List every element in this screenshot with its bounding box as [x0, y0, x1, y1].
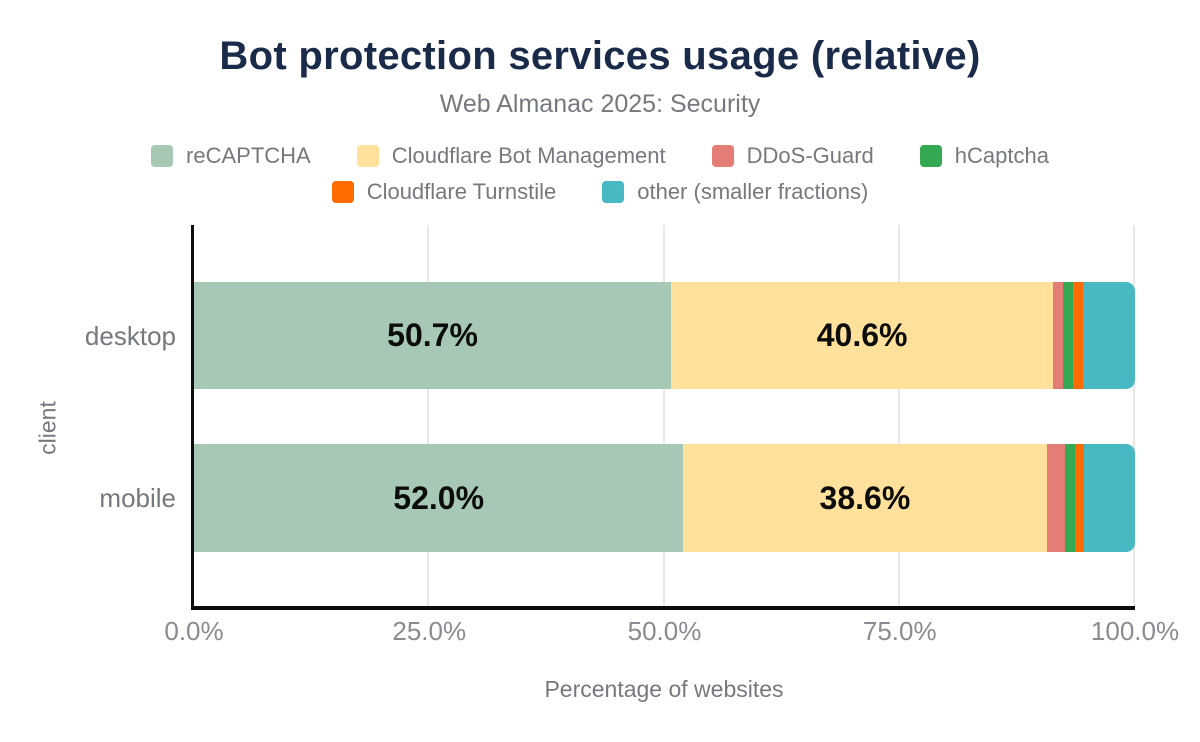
bar-segment-mobile-cloudflare-turnstile[interactable]	[1074, 444, 1085, 552]
bar-segment-desktop-other-smaller-fractions[interactable]	[1083, 282, 1135, 389]
legend-swatch-icon	[919, 145, 942, 167]
x-tick-label: 75.0%	[862, 616, 937, 646]
legend-item-ddos-guard[interactable]: DDoS-Guard	[711, 143, 874, 169]
legend-swatch-icon	[602, 181, 625, 203]
legend-item-other-smaller-fractions[interactable]: other (smaller fractions)	[602, 179, 868, 205]
legend-row: Cloudflare Turnstile other (smaller fract…	[331, 179, 868, 205]
x-axis-title: Percentage of websites	[544, 676, 784, 702]
legend-swatch-icon	[711, 145, 734, 167]
legend-item-label: hCaptcha	[954, 143, 1049, 168]
legend-item-label: DDoS-Guard	[746, 143, 874, 168]
y-category-label-desktop: desktop	[84, 321, 176, 351]
x-tick-label: 0.0%	[164, 616, 224, 646]
x-axis-line	[191, 606, 1135, 610]
bar-value-label: 40.6%	[816, 317, 908, 353]
bar-desktop: 50.7% 40.6%	[194, 282, 1135, 389]
legend-item-label: Cloudflare Turnstile	[366, 179, 557, 204]
legend-row: reCAPTCHA Cloudflare Bot Management DDoS-G…	[151, 143, 1049, 169]
x-tick-label: 25.0%	[392, 616, 467, 646]
gridline	[427, 225, 430, 606]
legend-swatch-icon	[151, 145, 174, 167]
bar-segment-mobile-other-smaller-fractions[interactable]	[1084, 444, 1135, 552]
bar-value-label: 38.6%	[819, 479, 911, 516]
gridline	[662, 225, 665, 606]
legend-item-hcaptcha[interactable]: hCaptcha	[919, 143, 1049, 169]
bar-segment-mobile-hcaptcha[interactable]	[1065, 444, 1075, 552]
legend-item-cloudflare-turnstile[interactable]: Cloudflare Turnstile	[331, 179, 557, 205]
bar-segment-desktop-ddos-guard[interactable]	[1053, 282, 1063, 389]
x-tick-label: 100.0%	[1090, 616, 1180, 646]
bar-segment-desktop-recaptcha[interactable]: 50.7%	[194, 282, 672, 389]
legend-swatch-icon	[331, 181, 354, 203]
bar-segment-mobile-cloudflare-bot-management[interactable]: 38.6%	[683, 444, 1047, 552]
gridline	[1133, 225, 1135, 606]
bar-segment-desktop-hcaptcha[interactable]	[1062, 282, 1073, 389]
bar-value-label: 50.7%	[387, 317, 478, 353]
plot-area: 50.7% 40.6% 52.0% 38.6%	[191, 225, 1135, 610]
chart-subtitle: Web Almanac 2025: Security	[439, 90, 761, 118]
bar-segment-mobile-ddos-guard[interactable]	[1046, 444, 1066, 552]
legend-item-label: other (smaller fractions)	[637, 179, 869, 204]
y-category-label-mobile: mobile	[99, 483, 176, 513]
legend-item-label: Cloudflare Bot Management	[391, 143, 666, 168]
bar-segment-desktop-cloudflare-bot-management[interactable]: 40.6%	[671, 282, 1054, 389]
bar-mobile: 52.0% 38.6%	[194, 444, 1135, 552]
legend: reCAPTCHA Cloudflare Bot Management DDoS-G…	[0, 143, 1200, 205]
gridline	[897, 225, 900, 606]
y-axis-line	[191, 225, 194, 610]
legend-item-cloudflare-bot-management[interactable]: Cloudflare Bot Management	[356, 143, 666, 169]
bar-segment-mobile-recaptcha[interactable]: 52.0%	[194, 444, 684, 552]
y-axis-title: client	[34, 401, 61, 455]
x-tick-label: 50.0%	[627, 616, 702, 646]
legend-item-label: reCAPTCHA	[186, 143, 311, 168]
legend-item-recaptcha[interactable]: reCAPTCHA	[151, 143, 311, 169]
chart-title: Bot protection services usage (relative)	[219, 34, 981, 78]
bar-segment-desktop-cloudflare-turnstile[interactable]	[1072, 282, 1084, 389]
legend-swatch-icon	[356, 145, 379, 167]
bar-value-label: 52.0%	[393, 479, 485, 516]
